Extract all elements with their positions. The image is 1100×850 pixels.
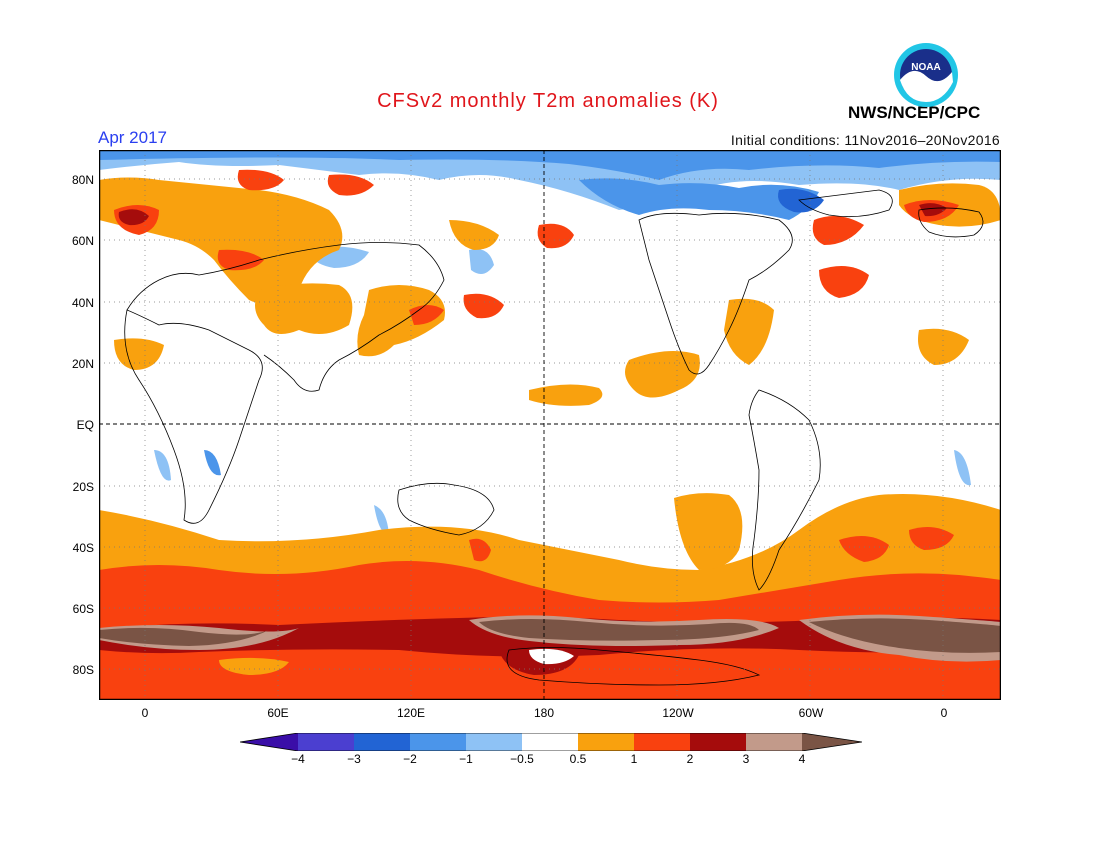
- lat-label: 40N: [71, 296, 94, 310]
- organization-label: NWS/NCEP/CPC: [848, 103, 981, 122]
- colorbar-segment: [354, 733, 410, 751]
- graticule: [99, 150, 1001, 700]
- lat-label: EQ: [76, 418, 94, 432]
- colorbar-segment: [298, 733, 354, 751]
- colorbar-label: −1: [459, 752, 473, 766]
- lon-label: 180: [533, 706, 555, 720]
- map-title: CFSv2 monthly T2m anomalies (K): [377, 90, 719, 112]
- sh-warm-anomalies: [99, 493, 1001, 700]
- lon-label: 0: [141, 706, 149, 720]
- colorbar-segment: [240, 733, 298, 751]
- colorbar-label: 3: [742, 752, 750, 766]
- colorbar-segment: [410, 733, 466, 751]
- lat-label: 20N: [71, 357, 94, 371]
- lon-label: 120E: [396, 706, 426, 720]
- colorbar-segment: [802, 733, 862, 751]
- map-frame: [99, 150, 1001, 700]
- colorbar: [240, 733, 862, 751]
- coastlines: [124, 189, 984, 686]
- anomaly-map: [99, 150, 1001, 700]
- colorbar-segment: [578, 733, 634, 751]
- colorbar-segment: [522, 733, 578, 751]
- valid-month-label: Apr 2017: [98, 128, 167, 147]
- lon-label: 0: [940, 706, 948, 720]
- lon-label: 60E: [267, 706, 289, 720]
- nh-warm-anomalies: [99, 169, 1001, 406]
- colorbar-label: −3: [347, 752, 361, 766]
- colorbar-segment: [690, 733, 746, 751]
- lat-label: 20S: [72, 480, 94, 494]
- colorbar-label: 0.5: [569, 752, 587, 766]
- lat-label: 60S: [72, 602, 94, 616]
- colorbar-segment: [634, 733, 690, 751]
- svg-text:NOAA: NOAA: [911, 62, 940, 73]
- arctic-cool-anomalies: [99, 150, 1001, 535]
- lon-label: 60W: [798, 706, 824, 720]
- equator-dateline: [99, 150, 1001, 700]
- lon-label: 120W: [662, 706, 694, 720]
- lat-label: 40S: [72, 541, 94, 555]
- lat-label: 80S: [72, 663, 94, 677]
- initial-conditions-label: Initial conditions: 11Nov2016–20Nov2016: [730, 132, 1000, 148]
- noaa-logo-icon: NOAA: [894, 43, 958, 107]
- colorbar-label: 4: [798, 752, 806, 766]
- colorbar-label: −2: [403, 752, 417, 766]
- colorbar-label: 2: [686, 752, 694, 766]
- lat-label: 80N: [71, 173, 94, 187]
- colorbar-segment: [746, 733, 802, 751]
- colorbar-label: −0.5: [510, 752, 534, 766]
- lat-label: 60N: [71, 234, 94, 248]
- colorbar-segment: [466, 733, 522, 751]
- colorbar-label: 1: [630, 752, 638, 766]
- colorbar-label: −4: [291, 752, 305, 766]
